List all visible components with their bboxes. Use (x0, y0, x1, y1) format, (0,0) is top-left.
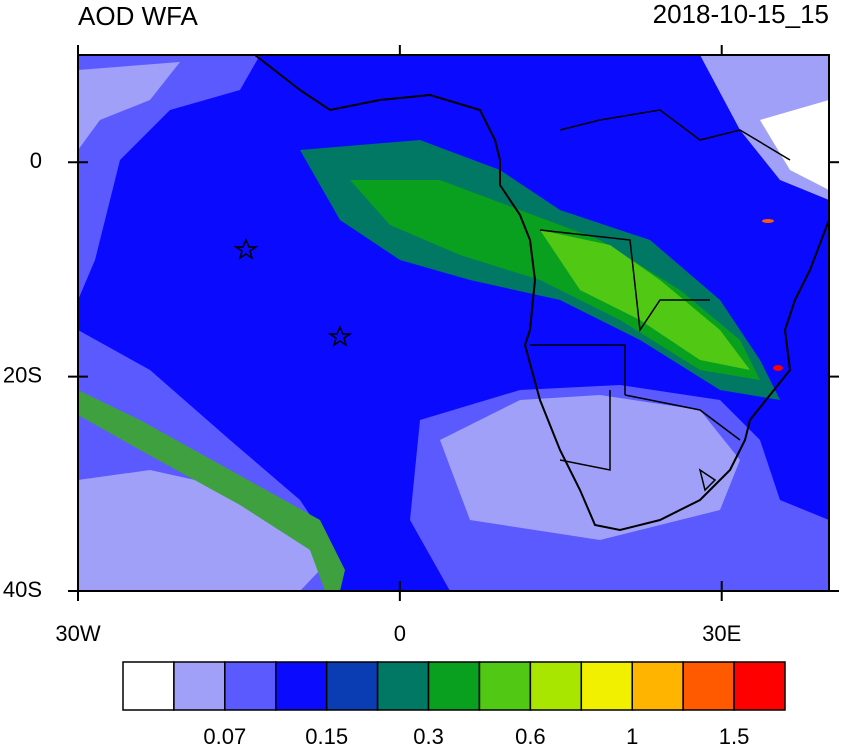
colorbar-swatch (733, 661, 786, 711)
colorbar-swatch (325, 661, 379, 711)
colorbar-swatch (580, 661, 633, 711)
colorbar-label: 1 (626, 724, 638, 747)
map-title: AOD WFA (78, 1, 199, 31)
colorbar-label: 0.15 (305, 724, 348, 747)
map-field (78, 55, 829, 591)
colorbar-swatch (173, 661, 226, 711)
colorbar-label: 0.6 (515, 724, 546, 747)
map-date: 2018-10-15_15 (653, 0, 829, 29)
colorbar-label: 0.3 (413, 724, 444, 747)
colorbar-swatch (275, 661, 328, 711)
colorbar-swatch (529, 661, 583, 711)
colorbar-swatch (122, 661, 175, 711)
colorbar-label: 1.5 (719, 724, 750, 747)
y-tick-label: 40S (3, 577, 42, 602)
plot-frame (77, 54, 830, 592)
colorbar-swatch (224, 661, 277, 711)
y-tick-label: 0 (30, 148, 42, 173)
x-tick-label: 30W (55, 621, 100, 646)
x-tick-label: 0 (394, 621, 406, 646)
colorbar-swatch (631, 661, 684, 711)
colorbar-swatch (682, 661, 735, 711)
y-tick-label: 20S (3, 362, 42, 387)
colorbar-swatch (427, 661, 481, 711)
colorbar-swatch (376, 661, 430, 711)
x-tick-label: 30E (702, 621, 741, 646)
colorbar-swatch (478, 661, 532, 711)
colorbar-label: 0.07 (203, 724, 246, 747)
